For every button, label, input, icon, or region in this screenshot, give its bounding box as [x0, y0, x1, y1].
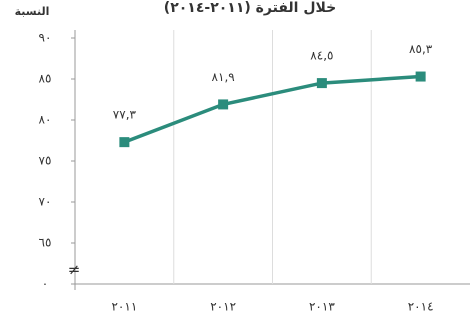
- y-axis-label: النسبة: [15, 5, 50, 18]
- x-tick-label: ٢٠١٤: [408, 300, 434, 314]
- y-tick-label: ٨٥: [39, 72, 52, 86]
- data-label: ٨٤,٥: [310, 49, 333, 63]
- chart-title: خلال الفترة (٢٠١١-٢٠١٤): [164, 0, 336, 16]
- y-tick-label: ٦٥: [39, 236, 52, 250]
- x-tick-label: ٢٠١٢: [210, 300, 236, 314]
- y-tick-label: ٨٠: [39, 113, 52, 127]
- x-tick-label: ٢٠١١: [111, 300, 137, 314]
- y-tick-label: ٧٥: [39, 154, 52, 168]
- data-label: ٨٥,٣: [409, 42, 433, 56]
- data-label: ٨١,٩: [212, 70, 235, 84]
- marker: [317, 78, 327, 88]
- marker: [218, 99, 228, 109]
- chart: خلال الفترة (٢٠١١-٢٠١٤) النسبة ≠ ٠ ٦٥ ٧٠ ٧٥…: [0, 0, 472, 318]
- x-tick-label: ٢٠١٣: [309, 300, 335, 314]
- data-label: ٧٧,٣: [113, 108, 137, 122]
- y-tick-label: ٩٠: [39, 31, 52, 45]
- axis-break: ≠: [68, 261, 81, 279]
- marker: [416, 72, 426, 82]
- marker: [119, 137, 129, 147]
- y-tick-label: ٠: [42, 277, 48, 291]
- y-tick-label: ٧٠: [39, 195, 52, 209]
